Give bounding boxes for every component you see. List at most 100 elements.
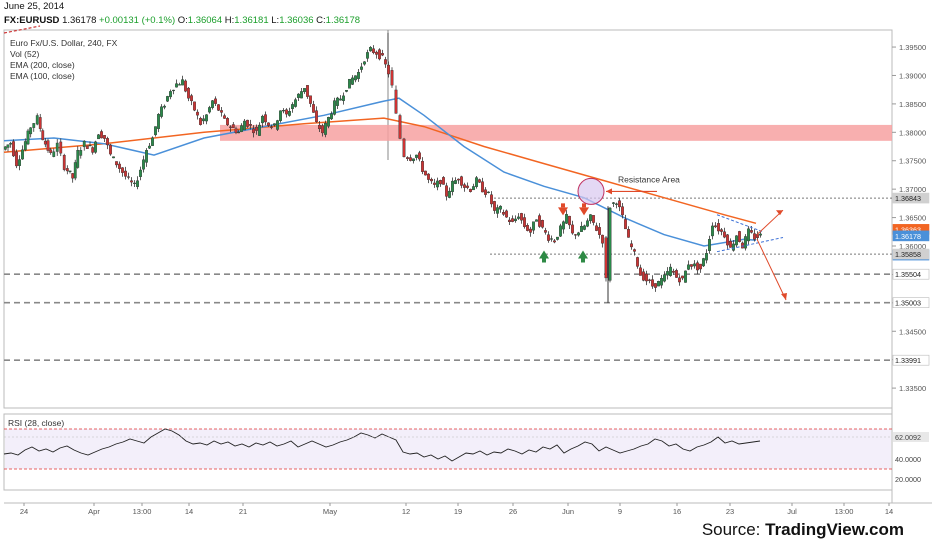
candle-body <box>172 89 175 92</box>
candle-body <box>705 253 708 261</box>
candle <box>190 93 193 106</box>
candle <box>598 222 601 239</box>
candle-body <box>735 235 738 246</box>
candle <box>348 78 351 89</box>
candle-body <box>324 122 327 135</box>
candle-body <box>636 257 639 267</box>
y-tick-label: 1.39000 <box>899 71 926 80</box>
candle <box>336 96 339 109</box>
candle-body <box>372 48 375 53</box>
candle-body <box>29 127 33 135</box>
candle-body <box>723 231 726 238</box>
candle-body <box>187 87 190 99</box>
candle-body <box>421 161 424 172</box>
price-label-text: 1.36363 <box>895 225 921 234</box>
candle <box>226 117 229 126</box>
legend-item-ema100[interactable]: EMA (100, close) <box>10 71 75 81</box>
x-tick-label: 13:00 <box>133 507 152 516</box>
candle-body <box>523 217 526 227</box>
candle <box>234 126 238 135</box>
low-label: L: <box>271 15 280 26</box>
candle <box>318 121 321 132</box>
candle <box>601 234 604 248</box>
candle <box>427 173 430 184</box>
candle-body <box>3 146 7 150</box>
candle-body <box>577 232 580 236</box>
rsi-legend[interactable]: RSI (28, close) <box>8 418 65 428</box>
candle <box>211 100 214 110</box>
candle <box>112 156 115 159</box>
candle-body <box>651 279 654 287</box>
candle-body <box>660 278 663 286</box>
candle-body <box>300 91 303 99</box>
candle-body <box>321 125 324 134</box>
candle-body <box>387 64 390 75</box>
candle <box>309 95 312 108</box>
candle <box>633 248 636 256</box>
up-arrow-marker <box>578 250 588 259</box>
candle-body <box>642 271 645 281</box>
price-label: 1.36843 <box>892 192 930 204</box>
candle <box>663 271 666 283</box>
candle-body <box>583 225 586 230</box>
candle-body <box>544 230 547 233</box>
candle <box>175 79 178 88</box>
y-tick-label: 1.34500 <box>899 327 926 336</box>
candle-body <box>618 200 621 208</box>
candle <box>106 136 109 150</box>
legend-item-ema200[interactable]: EMA (200, close) <box>10 60 75 70</box>
candle-body <box>517 216 520 219</box>
candle <box>237 129 241 134</box>
legend-title[interactable]: Euro Fx/U.S. Dollar, 240, FX <box>10 38 118 48</box>
candle-body <box>160 106 163 117</box>
candle <box>52 148 56 158</box>
resistance-circle <box>577 177 605 205</box>
rsi-tick-label: 62.0092 <box>895 433 921 442</box>
candle-body <box>97 134 100 140</box>
candle-body <box>65 168 69 172</box>
candle-body <box>208 107 211 113</box>
candle <box>672 268 675 275</box>
candle-body <box>23 141 27 151</box>
candle <box>487 191 490 194</box>
candle-body <box>390 70 394 86</box>
candle-body <box>430 178 433 182</box>
price-change: +0.00131 (+0.1%) <box>99 15 176 26</box>
candle <box>369 46 372 52</box>
candle-body <box>184 80 187 92</box>
candle <box>258 122 261 136</box>
candle-body <box>291 104 294 109</box>
candle <box>85 145 89 149</box>
candle <box>717 219 720 235</box>
candle <box>55 139 59 156</box>
x-tick-label: 16 <box>673 507 681 516</box>
candle <box>511 215 514 223</box>
candle <box>544 227 547 235</box>
candle-body <box>285 109 288 115</box>
ema200-line <box>3 117 757 225</box>
candle <box>451 177 454 196</box>
candle-body <box>693 263 696 267</box>
price-label-text: 1.36843 <box>895 194 921 203</box>
candle-body <box>100 131 103 139</box>
candle-body <box>738 231 741 242</box>
candle <box>684 270 687 283</box>
legend-item-vol[interactable]: Vol (52) <box>10 49 40 59</box>
x-tick-label: 12 <box>402 507 410 516</box>
candle <box>378 48 381 61</box>
x-tick-label: 13:00 <box>835 507 854 516</box>
candle-body <box>342 95 345 101</box>
symbol-name[interactable]: FX:EURUSD <box>4 15 60 26</box>
candle-body <box>648 279 651 281</box>
up-arrow-marker-stem <box>542 258 546 263</box>
candle-body <box>598 227 601 235</box>
price-pane <box>3 29 893 409</box>
candle-body <box>466 185 469 188</box>
candle-body <box>273 123 276 126</box>
candle-body <box>633 249 636 252</box>
candle <box>46 138 50 153</box>
candle-body <box>747 228 750 242</box>
rsi-tick: 20.0000 <box>895 475 921 484</box>
candle <box>595 222 598 232</box>
